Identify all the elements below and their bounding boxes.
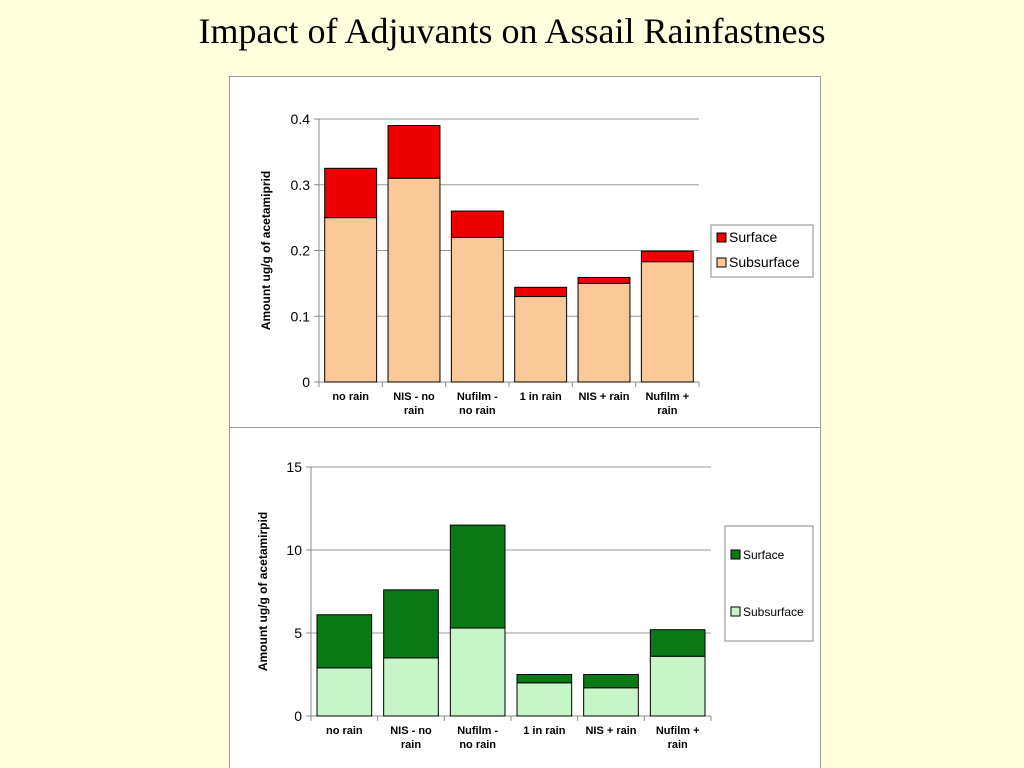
bar-surface xyxy=(583,674,639,689)
x-category-label: Nufilm - xyxy=(457,725,498,737)
x-category-label: NIS + rain xyxy=(585,725,636,737)
x-category-label: rain xyxy=(401,739,421,751)
chart-top-panel: 0 0.1 0.2 0.3 0.4 no rain NIS - no rain Nufilm -… xyxy=(229,76,821,430)
bar-surface xyxy=(324,167,378,219)
bar-subsurface xyxy=(324,217,378,383)
y-tick-label: 0.2 xyxy=(291,243,311,259)
x-category-label: Nufilm + xyxy=(645,391,689,403)
slide-title: Impact of Adjuvants on Assail Rainfastne… xyxy=(198,11,826,51)
bar-surface xyxy=(449,524,506,629)
bar-subsurface xyxy=(387,177,441,383)
y-axis-title: Amount ug/g of acetamiprid xyxy=(259,171,273,330)
legend-label: Surface xyxy=(743,548,785,562)
legend-swatch xyxy=(730,606,741,617)
x-category-label: rain xyxy=(404,405,424,417)
x-category-label: NIS - no xyxy=(393,391,435,403)
x-category-label: no rain xyxy=(332,391,369,403)
bar-surface xyxy=(577,276,631,284)
bar-subsurface xyxy=(649,655,706,717)
legend-label: Subsurface xyxy=(743,605,804,619)
bar-subsurface xyxy=(316,667,373,717)
bar-surface xyxy=(514,286,568,298)
bar-subsurface xyxy=(450,236,504,383)
bar-surface xyxy=(649,629,706,657)
x-category-label: NIS - no xyxy=(390,725,432,737)
legend-box xyxy=(710,224,814,278)
x-category-label: 1 in rain xyxy=(520,391,562,403)
x-category-label: NIS + rain xyxy=(578,391,629,403)
bar-surface xyxy=(450,210,504,238)
bar-subsurface xyxy=(640,261,694,383)
chart-top-svg: 0 0.1 0.2 0.3 0.4 no rain NIS - no rain Nufilm -… xyxy=(259,111,814,417)
y-axis-title: Amount ug/g of acetamirpid xyxy=(256,512,270,671)
bar-subsurface xyxy=(577,282,631,383)
y-tick-label: 0 xyxy=(302,374,310,390)
chart-bottom-panel: 0 5 10 15 no rain NIS - no rain Nufilm - no rain… xyxy=(229,427,821,768)
y-tick-label: 0 xyxy=(294,708,302,724)
bar-subsurface xyxy=(449,627,506,717)
legend-swatch xyxy=(716,232,727,243)
bar-surface xyxy=(516,674,573,684)
bar-surface xyxy=(316,614,373,669)
y-tick-label: 15 xyxy=(286,459,302,475)
y-tick-label: 10 xyxy=(286,542,302,558)
legend-label: Subsurface xyxy=(729,254,800,270)
y-tick-label: 0.3 xyxy=(291,177,311,193)
chart-bottom-svg: 0 5 10 15 no rain NIS - no rain Nufilm - no rain… xyxy=(256,459,814,751)
x-category-label: no rain xyxy=(459,405,496,417)
bar-subsurface xyxy=(514,296,568,383)
x-category-label: rain xyxy=(668,739,688,751)
x-category-label: no rain xyxy=(459,739,496,751)
x-category-label: no rain xyxy=(326,725,363,737)
x-category-label: Nufilm + xyxy=(656,725,700,737)
bar-subsurface xyxy=(383,657,439,717)
y-tick-label: 5 xyxy=(294,625,302,641)
bar-surface xyxy=(387,125,441,179)
legend-label: Surface xyxy=(729,229,777,245)
x-category-label: 1 in rain xyxy=(523,725,565,737)
bar-surface xyxy=(640,250,694,263)
y-tick-label: 0.4 xyxy=(291,111,311,127)
x-category-label: Nufilm - xyxy=(457,391,498,403)
bar-subsurface xyxy=(516,682,573,717)
legend-box xyxy=(724,525,814,642)
y-tick-label: 0.1 xyxy=(291,308,311,324)
x-category-label: rain xyxy=(657,405,677,417)
legend-swatch xyxy=(716,257,727,268)
legend-swatch xyxy=(730,549,741,560)
bar-surface xyxy=(383,589,439,659)
bar-subsurface xyxy=(583,687,639,717)
